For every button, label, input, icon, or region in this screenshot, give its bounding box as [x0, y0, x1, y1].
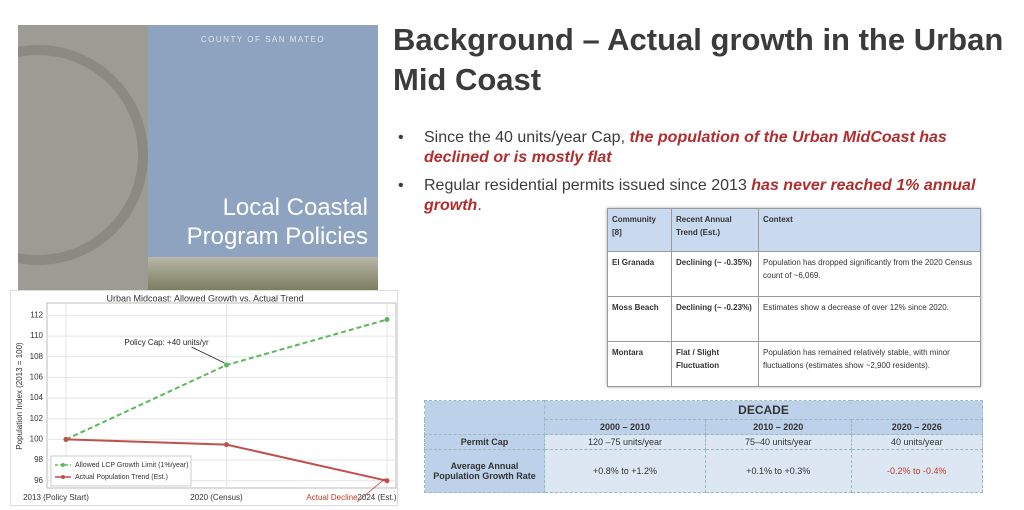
column-header: Context [758, 208, 981, 252]
table-cell: Estimates show a decrease of over 12% si… [758, 296, 981, 342]
table-cell: Population has dropped significantly fro… [758, 251, 981, 297]
column-header-row: 2000 – 2010 2010 – 2020 2020 – 2026 [425, 419, 984, 435]
bullet-text: Regular residential permits issued since… [424, 177, 752, 194]
bullet-list: Since the 40 units/year Cap, the populat… [396, 128, 996, 224]
seal [18, 45, 148, 265]
column-header: 2020 – 2026 [850, 419, 984, 435]
decade-table: DECADE 2000 – 2010 2010 – 2020 2020 – 2026 P… [424, 400, 984, 493]
point [384, 478, 390, 484]
y-tick-label: 100 [30, 435, 44, 444]
chart: Urban Midcoast: Allowed Growth vs. Actua… [15, 293, 397, 503]
table-cell: Declining (~ -0.35%) [671, 251, 759, 297]
chart-panel: Urban Midcoast: Allowed Growth vs. Actua… [10, 290, 398, 506]
corner-cell [424, 400, 545, 435]
cover-title-line: Program Policies [186, 223, 368, 250]
cover-image: COUNTY OF SAN MATEO Local Coastal Program… [18, 25, 378, 295]
annotation-arrow [191, 346, 225, 364]
table-row: El Granada Declining (~ -0.35%) Population… [607, 251, 981, 297]
cover-panel [148, 25, 378, 257]
table-cell: Population has remained relatively stabl… [758, 341, 981, 387]
table-cell: +0.8% to +1.2% [544, 449, 706, 493]
table-cell: 120 –75 units/year [544, 434, 706, 450]
table-cell: 75–40 units/year [704, 434, 852, 450]
y-tick-label: 112 [30, 311, 43, 320]
x-tick-label: 2020 (Census) [190, 493, 243, 502]
point [63, 436, 69, 442]
cover-title-line: Local Coastal [222, 194, 368, 221]
bullet-text: has never reached 1% annual growth [424, 177, 976, 214]
legend-marker [61, 475, 65, 479]
point [384, 317, 390, 323]
row-header: Average Annual Population Growth Rate [424, 449, 545, 493]
group-header-row: DECADE [424, 400, 983, 435]
bullet-text: Since the 40 units/year Cap, [424, 129, 630, 146]
y-tick-label: 96 [34, 476, 43, 485]
landscape [148, 257, 378, 295]
table-cell: El Granada [607, 251, 672, 297]
point [224, 442, 229, 448]
table-row: Moss Beach Declining (~ -0.23%) Estimates … [607, 296, 981, 342]
y-tick-label: 102 [30, 414, 44, 423]
bullet-text: the population of the Urban MidCoast has… [424, 129, 947, 166]
x-tick-label: 2024 (Est.) [357, 493, 396, 502]
table-cell: 40 units/year [850, 434, 984, 450]
table-cell: -0.2% to -0.4% [850, 449, 984, 493]
group-header: DECADE [544, 400, 983, 420]
cover-title: Local Coastal Program Policies [158, 193, 368, 251]
y-tick-label: 106 [30, 373, 44, 382]
table-row: Montara Flat / Slight Fluctuation Populati… [607, 341, 981, 387]
column-header: Community [8] [607, 208, 672, 252]
cover-agency: COUNTY OF SAN MATEO [200, 35, 326, 44]
annotation: Actual Decline [306, 493, 358, 502]
legend-label: Actual Population Trend (Est.) [75, 474, 168, 481]
table-row: Average Annual Population Growth Rate +0.… [424, 449, 984, 493]
y-axis-label: Population Index (2013 = 100) [15, 342, 24, 450]
row-header: Permit Cap [424, 434, 545, 450]
y-tick-label: 108 [30, 352, 44, 361]
y-tick-label: 110 [30, 331, 43, 340]
bullet: Regular residential permits issued since… [396, 176, 996, 216]
column-header: Recent Annual Trend (Est.) [671, 208, 759, 252]
community-table: Community [8] Recent Annual Trend (Est.) C… [607, 208, 981, 387]
annotation: Policy Cap: +40 units/yr [124, 338, 209, 347]
legend-label: Allowed LCP Growth Limit (1%/year) [75, 462, 188, 469]
y-tick-label: 104 [30, 393, 44, 402]
legend-box [50, 455, 192, 487]
table-row: Permit Cap 120 –75 units/year 75–40 units/… [424, 434, 984, 450]
header-row: Community [8] Recent Annual Trend (Est.) C… [607, 208, 981, 252]
bullet-text: . [477, 197, 482, 214]
slide-title: Background – Actual growth in the Urban … [393, 22, 1004, 97]
table-cell: +0.1% to +0.3% [704, 449, 852, 493]
column-header: 2000 – 2010 [544, 419, 706, 435]
table-cell: Moss Beach [607, 296, 672, 342]
legend-marker [61, 463, 65, 467]
point [224, 362, 229, 368]
table-cell: Flat / Slight Fluctuation [671, 341, 759, 387]
column-header: 2010 – 2020 [704, 419, 852, 435]
y-tick-label: 98 [34, 455, 43, 464]
plot-area [46, 302, 397, 489]
x-tick-label: 2013 (Policy Start) [23, 493, 89, 502]
chart-title: Urban Midcoast: Allowed Growth vs. Actua… [106, 293, 303, 303]
table-cell: Montara [607, 341, 672, 387]
bullet: Since the 40 units/year Cap, the populat… [396, 128, 996, 168]
table-cell: Declining (~ -0.23%) [671, 296, 759, 342]
annotation-arrow [356, 478, 386, 503]
